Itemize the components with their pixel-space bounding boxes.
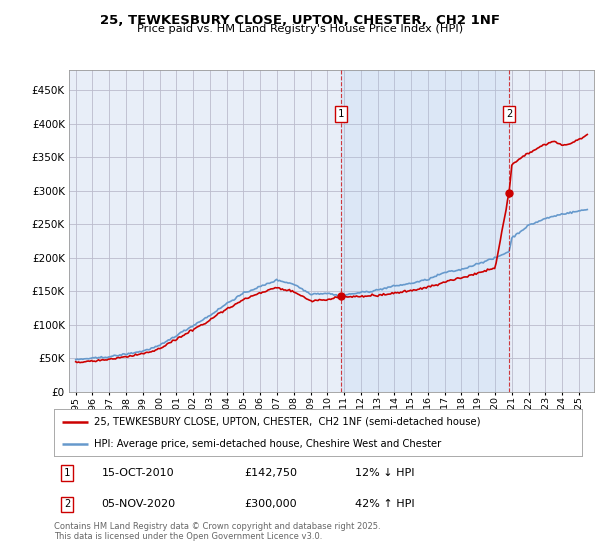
Bar xyxy=(341,70,509,392)
Text: Price paid vs. HM Land Registry's House Price Index (HPI): Price paid vs. HM Land Registry's House … xyxy=(137,24,463,34)
Text: 2: 2 xyxy=(506,109,512,119)
Text: £300,000: £300,000 xyxy=(244,500,297,510)
Text: £142,750: £142,750 xyxy=(244,468,297,478)
Text: 2: 2 xyxy=(64,500,70,510)
Text: HPI: Average price, semi-detached house, Cheshire West and Chester: HPI: Average price, semi-detached house,… xyxy=(94,438,441,449)
Text: 25, TEWKESBURY CLOSE, UPTON, CHESTER,  CH2 1NF: 25, TEWKESBURY CLOSE, UPTON, CHESTER, CH… xyxy=(100,14,500,27)
Text: 1: 1 xyxy=(337,109,344,119)
Text: 15-OCT-2010: 15-OCT-2010 xyxy=(101,468,174,478)
Text: 12% ↓ HPI: 12% ↓ HPI xyxy=(355,468,415,478)
Text: 05-NOV-2020: 05-NOV-2020 xyxy=(101,500,176,510)
Text: 25, TEWKESBURY CLOSE, UPTON, CHESTER,  CH2 1NF (semi-detached house): 25, TEWKESBURY CLOSE, UPTON, CHESTER, CH… xyxy=(94,417,480,427)
Text: Contains HM Land Registry data © Crown copyright and database right 2025.
This d: Contains HM Land Registry data © Crown c… xyxy=(54,522,380,542)
Text: 1: 1 xyxy=(64,468,70,478)
Text: 42% ↑ HPI: 42% ↑ HPI xyxy=(355,500,415,510)
